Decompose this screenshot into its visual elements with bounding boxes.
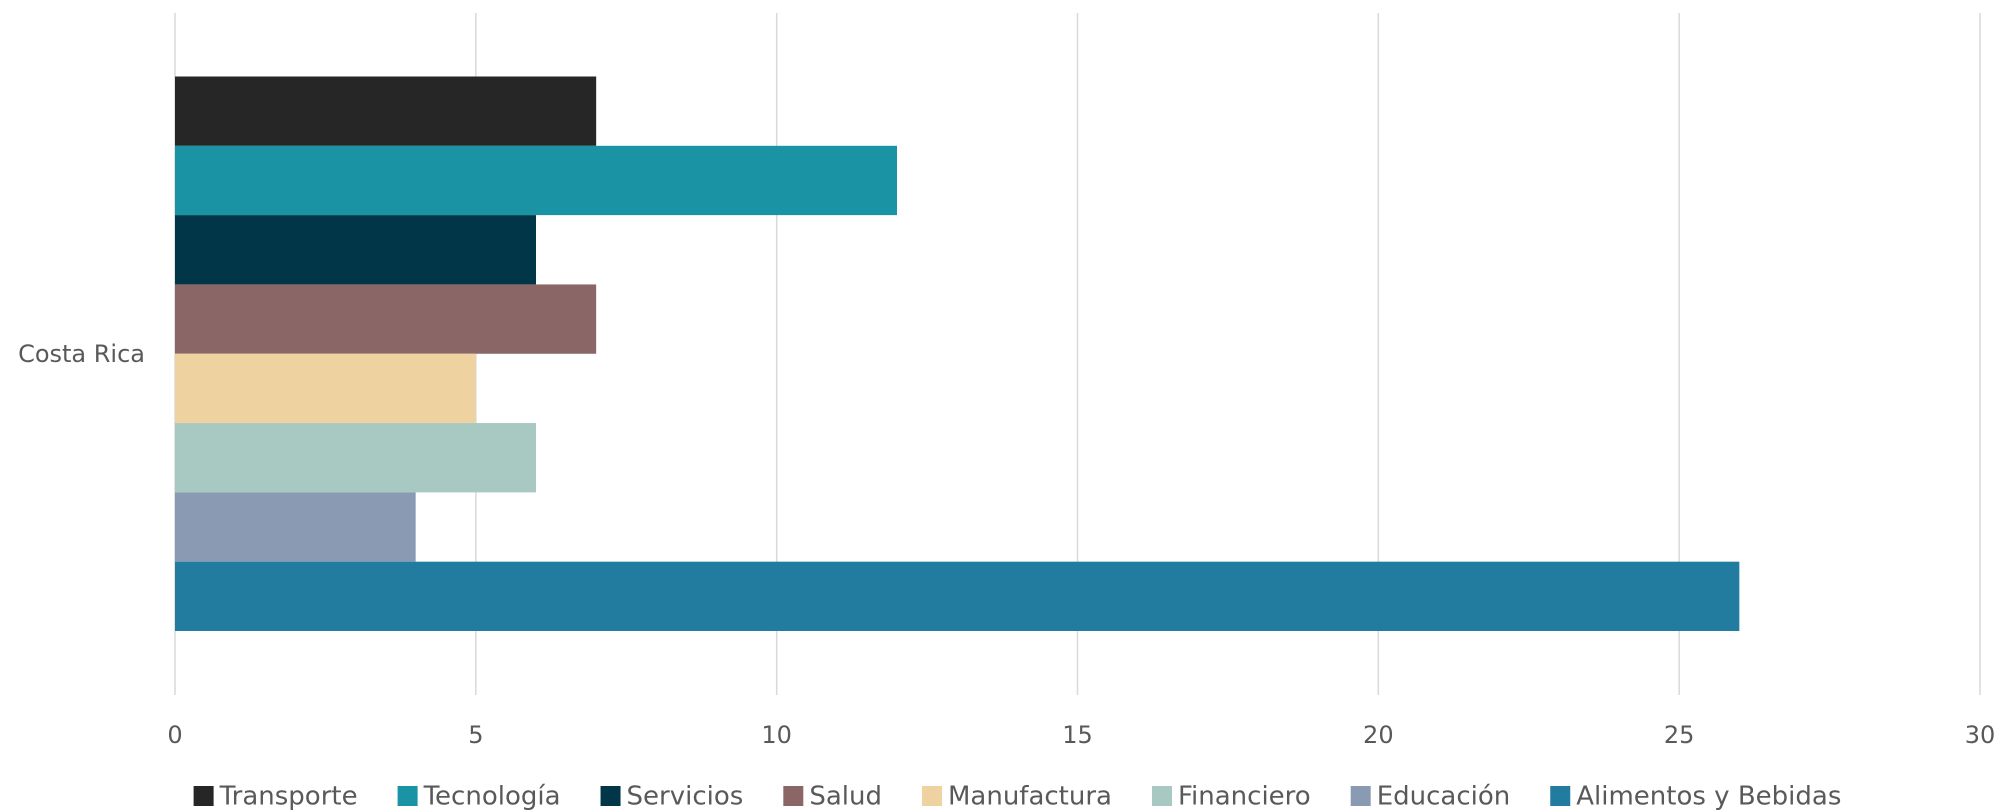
bar: [175, 284, 597, 354]
legend-label: Transporte: [219, 782, 358, 812]
x-tick-label: 30: [1965, 721, 1996, 749]
category-label: Costa Rica: [18, 340, 145, 368]
legend-swatch: [1550, 786, 1571, 806]
legend-swatch: [921, 786, 942, 806]
legend-label: Financiero: [1178, 782, 1311, 812]
x-tick-label: 25: [1664, 721, 1695, 749]
legend-label: Tecnología: [423, 782, 561, 812]
bar: [175, 561, 1740, 631]
legend-swatch: [193, 786, 214, 806]
legend-label: Salud: [809, 782, 882, 812]
legend-label: Manufactura: [948, 782, 1112, 812]
legend-label: Educación: [1377, 782, 1511, 812]
bar: [175, 353, 476, 424]
legend-swatch: [1151, 786, 1172, 806]
x-tick-label: 5: [468, 721, 483, 749]
bar: [175, 423, 536, 493]
bar: [175, 76, 597, 146]
legend-swatch: [783, 786, 804, 806]
x-tick-label: 15: [1062, 721, 1093, 749]
x-tick-label: 0: [167, 721, 182, 749]
legend-label: Servicios: [627, 782, 744, 812]
bar: [175, 492, 416, 562]
x-tick-label: 20: [1363, 721, 1394, 749]
x-tick-label: 10: [761, 721, 792, 749]
legend-swatch: [397, 786, 418, 806]
legend-swatch: [600, 786, 621, 806]
legend-label: Alimentos y Bebidas: [1576, 782, 1841, 812]
legend-swatch: [1350, 786, 1371, 806]
bar: [175, 215, 536, 285]
bar: [175, 145, 897, 216]
